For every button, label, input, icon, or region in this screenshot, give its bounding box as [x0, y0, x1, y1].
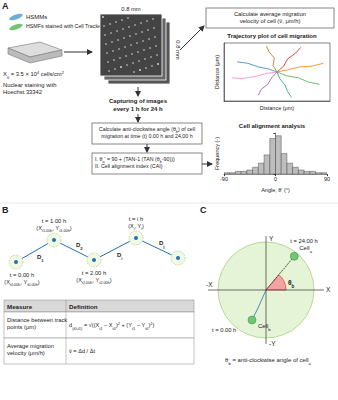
svg-text:Distance between track: Distance between track: [7, 317, 67, 323]
svg-text:v̄ = Δd / Δt: v̄ = Δd / Δt: [69, 348, 95, 354]
svg-text:Di: Di: [117, 252, 123, 261]
svg-text:Calculate anti-clockwise angle: Calculate anti-clockwise angle (θb) of c…: [98, 126, 196, 134]
svg-text:Cella: Cella: [299, 245, 312, 254]
svg-text:0: 0: [274, 176, 277, 182]
svg-text:t = 2.00 h: t = 2.00 h: [82, 270, 106, 276]
svg-text:Cellb: Cellb: [258, 323, 271, 332]
svg-text:d(t0,t1) = √((Xt1 − Xt0)2 + (Y: d(t0,t1) = √((Xt1 − Xt0)2 + (Yt1 − Yt0)2…: [69, 321, 155, 331]
svg-text:(Xi, Yi): (Xi, Yi): [128, 223, 144, 231]
svg-text:Calculate average migration: Calculate average migration: [234, 11, 306, 17]
svg-text:HSMMs: HSMMs: [26, 14, 47, 20]
svg-text:Dj: Dj: [159, 240, 165, 249]
svg-text:Measure: Measure: [7, 303, 33, 310]
svg-text:velocity of cell (v̄, μm/h): velocity of cell (v̄, μm/h): [240, 18, 301, 24]
svg-text:90: 90: [324, 176, 330, 182]
svg-text:Y: Y: [269, 235, 274, 242]
svg-text:Nuclear staining with: Nuclear staining with: [3, 82, 57, 88]
svg-text:points (μm): points (μm): [7, 324, 36, 330]
svg-text:Cell alignment analysis: Cell alignment analysis: [239, 123, 306, 129]
svg-text:Distance (μm): Distance (μm): [260, 105, 295, 111]
svg-text:-X: -X: [206, 281, 213, 288]
svg-text:D1: D1: [37, 254, 44, 263]
svg-text:t = 24.00 h: t = 24.00 h: [290, 238, 318, 244]
svg-text:C: C: [200, 205, 207, 215]
svg-text:Distance (μm): Distance (μm): [214, 55, 220, 90]
svg-text:t = 0.00 h: t = 0.00 h: [212, 327, 236, 333]
svg-text:0.8 mm: 0.8 mm: [121, 6, 140, 12]
svg-text:velocity (μm/h): velocity (μm/h): [7, 350, 45, 356]
svg-text:t = 1.00 h: t = 1.00 h: [42, 218, 66, 224]
svg-text:B: B: [2, 205, 9, 215]
svg-text:0.8 mm: 0.8 mm: [175, 40, 181, 60]
svg-text:θb: θb: [288, 279, 295, 289]
svg-text:(Xt2.00h, Yt2.00h): (Xt2.00h, Yt2.00h): [76, 277, 112, 285]
svg-text:D2: D2: [76, 242, 83, 251]
svg-text:-Y: -Y: [269, 340, 276, 347]
svg-text:(Xt1.00h, Yt1.00h): (Xt1.00h, Yt1.00h): [36, 225, 72, 233]
svg-text:X0 = 3.5 × 104 cells/cm2: X0 = 3.5 × 104 cells/cm2: [3, 70, 65, 80]
svg-text:HSMFs stained with Cell Tracke: HSMFs stained with Cell Tracker Green™: [26, 23, 125, 29]
svg-text:t = 0.00 h: t = 0.00 h: [10, 272, 34, 278]
svg-text:-90: -90: [220, 176, 228, 182]
svg-text:(Xt0.00h, Yt0.00h): (Xt0.00h, Yt0.00h): [4, 279, 40, 287]
svg-text:every 1 h for 24 h: every 1 h for 24 h: [113, 106, 163, 112]
svg-text:migration at time (t) 0.00 h a: migration at time (t) 0.00 h and 24.00 h: [101, 133, 192, 139]
svg-text:X: X: [326, 286, 331, 293]
svg-text:Angle, θ' (°): Angle, θ' (°): [261, 187, 290, 193]
svg-text:Average migration: Average migration: [7, 343, 54, 349]
svg-text:A: A: [2, 1, 9, 11]
svg-text:Capturing of images: Capturing of images: [109, 98, 168, 104]
svg-text:Definition: Definition: [69, 303, 98, 310]
svg-text:Frequency (-): Frequency (-): [214, 137, 220, 170]
svg-text:θb = anti-clockwise angle of c: θb = anti-clockwise angle of cella: [225, 357, 312, 366]
svg-text:II. Cell alignment index (CAI): II. Cell alignment index (CAI): [95, 163, 163, 169]
svg-text:t = i h: t = i h: [129, 216, 143, 222]
svg-text:Hoechst 33342: Hoechst 33342: [3, 89, 42, 95]
svg-text:Trajectory plot of cell migrat: Trajectory plot of cell migration: [227, 33, 317, 39]
svg-text:I. θa' = 90 + (TAN-1 (TAN (θb-: I. θa' = 90 + (TAN-1 (TAN (θb-90))): [95, 156, 175, 164]
